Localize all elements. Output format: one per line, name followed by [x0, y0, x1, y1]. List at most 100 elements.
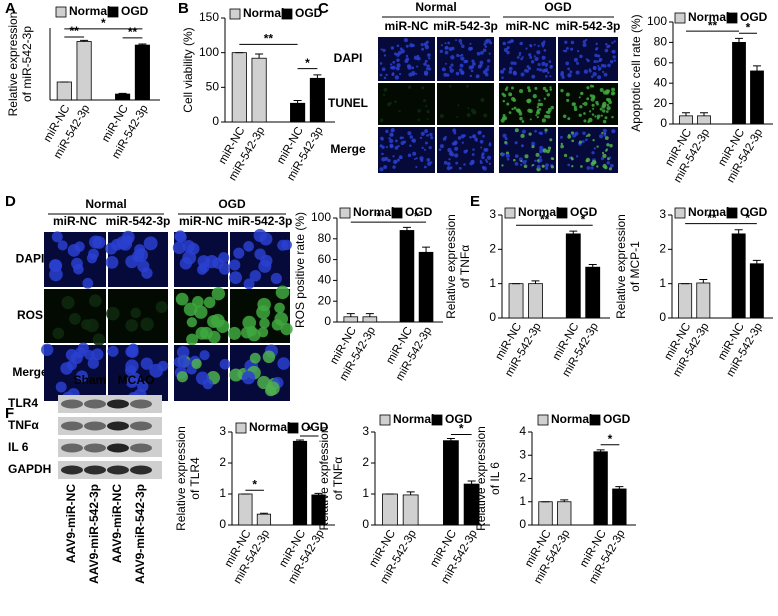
cell [475, 139, 478, 142]
cell [274, 302, 285, 314]
significance-label: * [252, 477, 257, 491]
cell [130, 307, 142, 319]
cell [500, 153, 505, 157]
cell [381, 152, 384, 156]
cell [61, 295, 75, 310]
y-tick-label: 2 [659, 242, 666, 256]
band [107, 443, 129, 453]
cell [428, 57, 431, 60]
cell [602, 109, 606, 113]
row-label: Merge [330, 142, 366, 156]
cell [577, 49, 580, 53]
cell [407, 131, 412, 136]
cell [573, 57, 578, 62]
cell [423, 62, 427, 66]
legend-swatch [537, 414, 549, 426]
cell [549, 86, 552, 89]
cell [392, 165, 396, 169]
cell [439, 49, 443, 54]
cell [541, 45, 545, 48]
y-tick-label: 100 [311, 210, 331, 224]
cell [140, 317, 154, 332]
bar [238, 493, 253, 526]
cell [440, 44, 443, 47]
cell [591, 151, 595, 155]
cell [478, 130, 482, 135]
cell [519, 116, 523, 121]
bar [565, 233, 581, 319]
cell [500, 69, 505, 74]
y-tick-label: 1 [519, 494, 526, 508]
cell [537, 44, 540, 48]
cell [592, 71, 597, 77]
significance-label: ** [128, 25, 138, 39]
row-label: TNFα [8, 418, 39, 432]
cell [567, 67, 570, 71]
cell [486, 155, 492, 160]
cell [241, 371, 256, 385]
cell [409, 43, 414, 48]
cell [566, 98, 570, 103]
cell [280, 322, 293, 336]
cell [611, 41, 614, 44]
cell [530, 60, 535, 64]
cell [544, 166, 549, 170]
cell [277, 357, 290, 370]
bar [382, 493, 398, 526]
cell [479, 139, 484, 144]
y-axis-label: of miR-542-3p [20, 26, 34, 102]
cell [505, 153, 510, 158]
cell [409, 135, 414, 139]
band [107, 421, 129, 431]
cell [583, 101, 588, 106]
cell [600, 114, 603, 117]
cell [508, 70, 513, 74]
cell [595, 47, 598, 51]
cell [568, 156, 571, 159]
cell [472, 148, 475, 151]
cell [597, 64, 600, 67]
y-tick-label: 150 [199, 10, 219, 24]
cell [243, 278, 255, 290]
cell [601, 104, 606, 109]
y-axis-label: Relative expression [6, 12, 20, 117]
cell [427, 53, 431, 57]
cell [524, 154, 529, 159]
cell [176, 371, 188, 383]
lane-label: AAV9-miR-542-3p [87, 484, 101, 584]
cell [579, 105, 583, 109]
cell [573, 102, 576, 106]
cell [513, 106, 517, 110]
panel-label: D [5, 193, 16, 210]
cell [591, 113, 595, 116]
cell [613, 59, 616, 62]
cell [539, 145, 544, 151]
error-bar [446, 438, 455, 441]
y-tick-label: 0 [659, 310, 666, 324]
cell [398, 72, 402, 76]
cell [541, 61, 546, 66]
bar [678, 283, 693, 319]
cell [426, 133, 429, 137]
cell [137, 260, 150, 273]
error-bar [293, 100, 302, 104]
cell [173, 356, 185, 368]
significance-label: ** [264, 32, 274, 46]
cell [545, 89, 549, 93]
micrograph [558, 83, 618, 125]
cell [550, 105, 555, 110]
cell [482, 134, 485, 138]
cell [597, 66, 602, 71]
bar [593, 451, 608, 526]
cell [536, 110, 541, 115]
cell [398, 155, 403, 159]
legend-swatch [556, 207, 568, 219]
error-bar [682, 112, 690, 116]
band [130, 443, 152, 453]
error-bar [596, 449, 605, 452]
cell [384, 156, 389, 161]
cell [582, 42, 587, 47]
cell [394, 75, 400, 80]
cell [442, 137, 447, 141]
